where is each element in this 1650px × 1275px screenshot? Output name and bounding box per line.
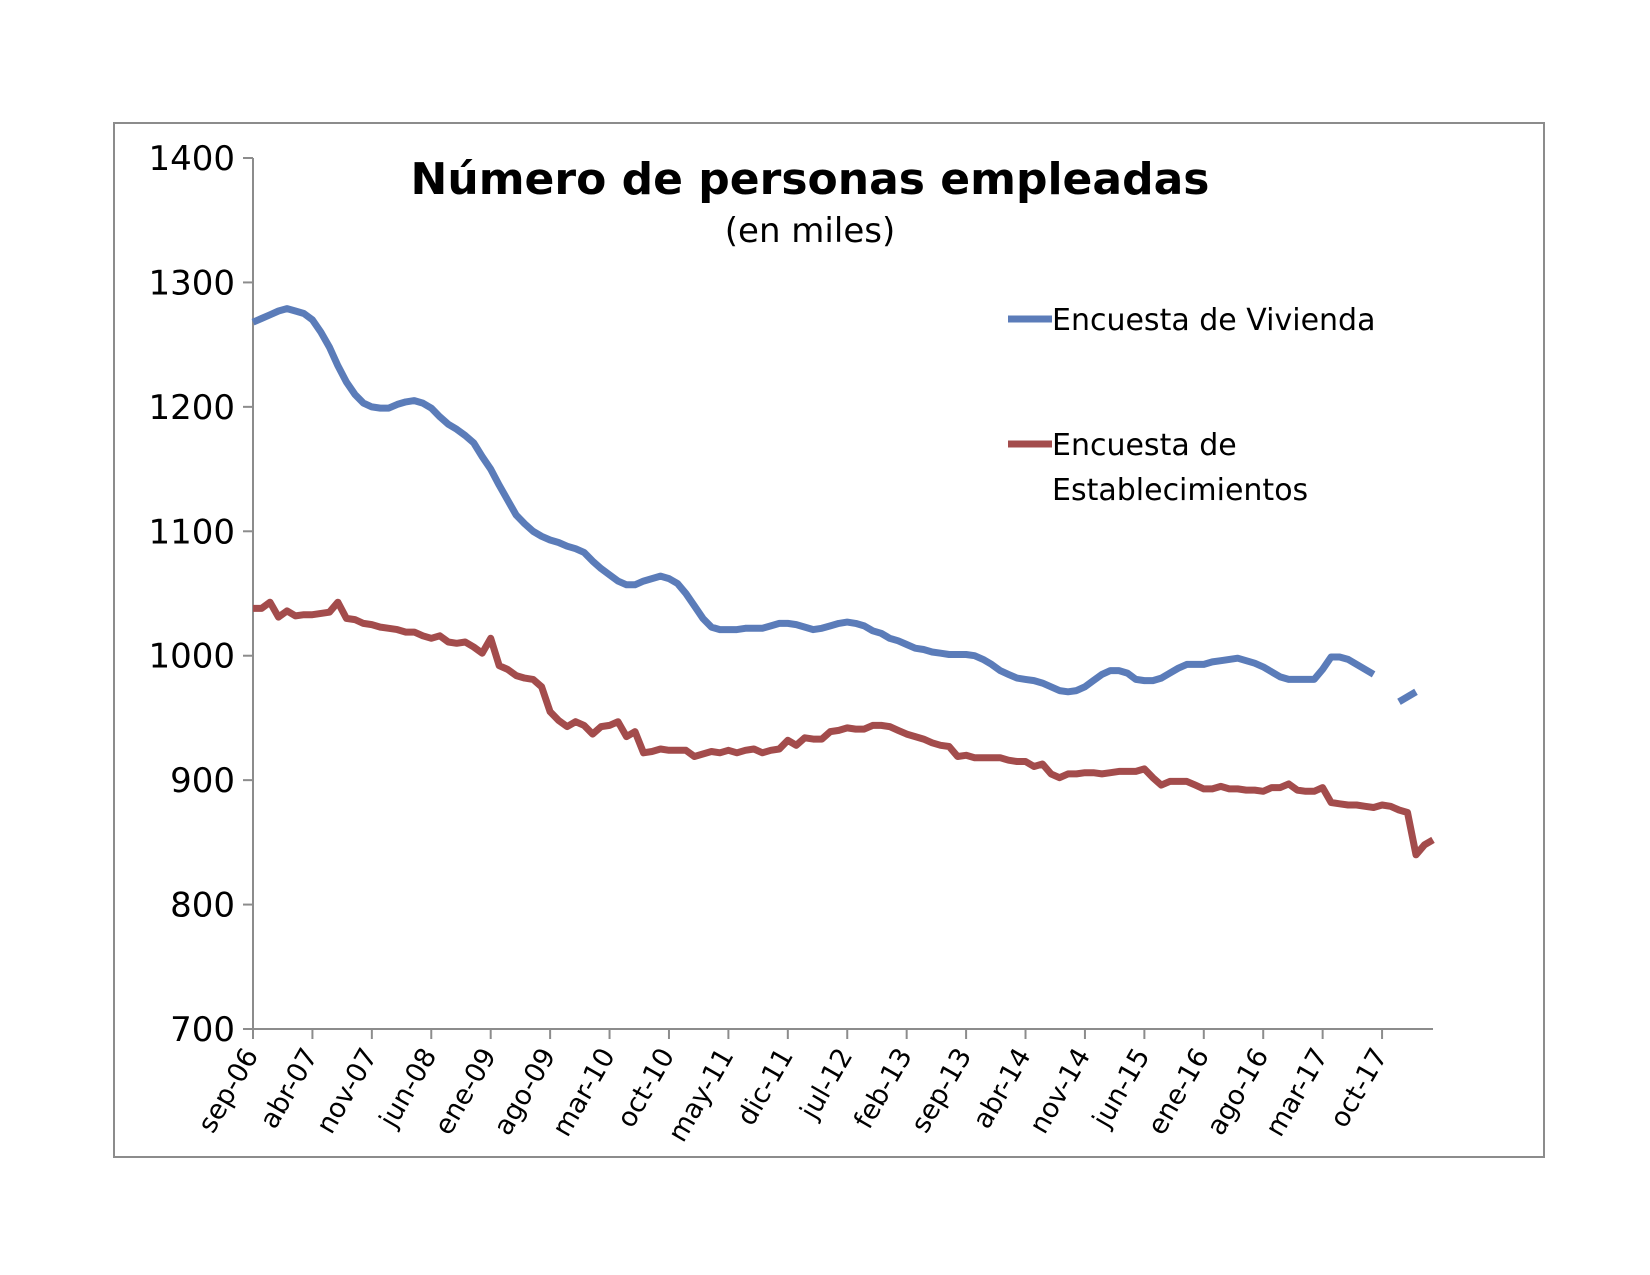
y-tick-label: 1200 — [148, 388, 235, 428]
series-1-line-segment — [251, 305, 1376, 696]
axes: 70080090010001100120013001400sep-06abr-0… — [148, 139, 1433, 1147]
legend: Encuesta de Vivienda Encuesta de Estableci… — [1008, 303, 1375, 508]
series-2 — [253, 598, 1435, 859]
legend-label-2: Encuesta de — [1052, 428, 1237, 463]
chart-frame: Número de personas empleadas (en miles) … — [113, 122, 1545, 1158]
y-tick-label: 1000 — [148, 637, 235, 677]
y-tick-label: 1400 — [148, 139, 235, 179]
series-2-line-segment — [253, 598, 1435, 859]
y-tick-label: 900 — [170, 761, 235, 801]
x-tick-label: sep-06 — [192, 1043, 265, 1138]
y-tick-label: 1300 — [148, 263, 235, 303]
chart-subtitle: (en miles) — [725, 211, 895, 251]
y-tick-label: 800 — [170, 886, 235, 926]
legend-label-1: Encuesta de Vivienda — [1052, 303, 1375, 338]
chart-title: Número de personas empleadas — [411, 154, 1210, 205]
plot-area — [251, 305, 1435, 859]
y-tick-label: 700 — [170, 1010, 235, 1050]
y-tick-label: 1100 — [148, 512, 235, 552]
legend-label-2: Establecimientos — [1052, 473, 1308, 508]
series-1-line-segment — [1397, 688, 1418, 705]
x-tick-label: oct-17 — [1324, 1043, 1394, 1133]
series-1 — [251, 305, 1418, 705]
x-tick-label: jul-12 — [794, 1043, 859, 1125]
x-tick-label: dic-11 — [731, 1043, 800, 1131]
chart-svg: Número de personas empleadas (en miles) … — [148, 139, 1435, 1147]
